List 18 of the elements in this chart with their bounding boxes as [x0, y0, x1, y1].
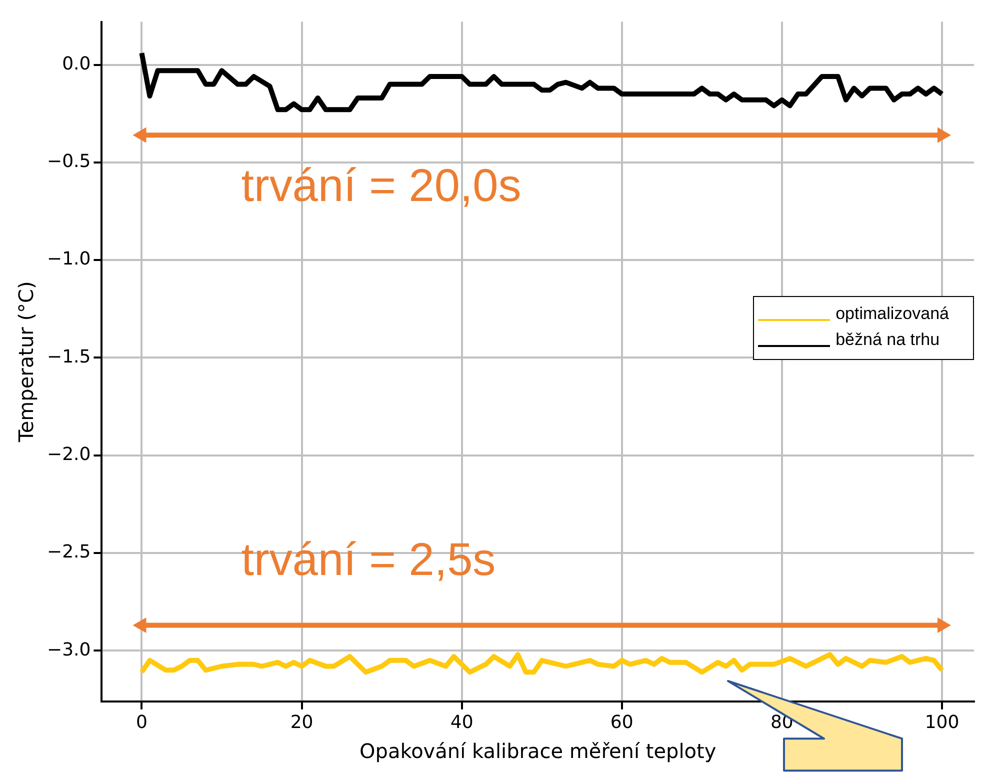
y-axis-title: Temperatur (°C) [14, 281, 38, 443]
y-tick-label: −1.0 [46, 248, 91, 270]
legend-label: optimalizovaná [836, 302, 949, 325]
annotation: trvání = 2,5s [241, 532, 496, 586]
x-tick-label: 20 [290, 712, 314, 733]
y-tick-label: −1.5 [46, 346, 91, 368]
x-tick-label: 40 [450, 712, 474, 733]
x-tick-label: 100 [924, 712, 960, 733]
y-tick-label: 0.0 [62, 53, 91, 74]
y-tick-label: −2.0 [46, 444, 91, 466]
y-tick-label: −2.5 [46, 542, 91, 563]
y-tick-label: −0.5 [46, 151, 91, 172]
x-axis-title: Opakování kalibrace měření teploty [360, 739, 716, 764]
legend-label: běžná na trhu [836, 328, 940, 351]
x-tick-label: 60 [610, 712, 634, 733]
annotation: trvání = 20,0s [241, 158, 522, 212]
x-tick-label: 0 [136, 712, 148, 733]
y-tick-label: −3.0 [46, 639, 91, 660]
